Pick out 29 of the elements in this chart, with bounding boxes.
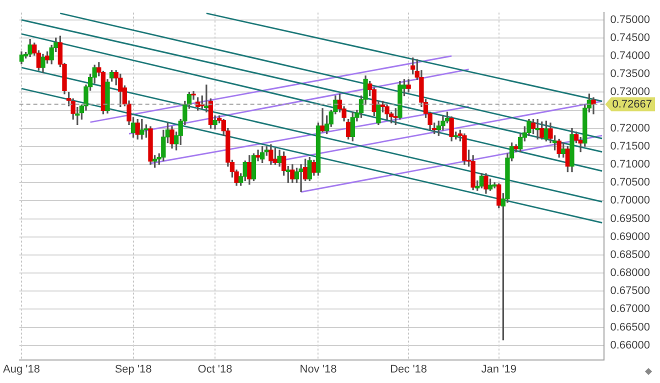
y-tick-label: 0.71000 xyxy=(610,158,650,171)
y-tick-label: 0.67500 xyxy=(610,285,650,298)
y-tick-label: 0.73000 xyxy=(610,86,650,98)
x-tick-label: Aug '18 xyxy=(3,363,40,376)
y-tick-label: 0.67000 xyxy=(610,303,650,316)
y-tick-label: 0.66000 xyxy=(610,339,650,352)
y-tick-label: 0.73500 xyxy=(610,68,650,80)
y-tick-label: 0.75000 xyxy=(610,14,650,26)
x-tick-label: Sep '18 xyxy=(114,363,152,376)
y-tick-label: 0.72000 xyxy=(610,122,650,134)
ref-line-label: 0.72667 xyxy=(612,98,652,111)
y-tick-label: 0.71500 xyxy=(610,140,650,152)
x-tick-label: Jan '19 xyxy=(481,363,516,376)
y-tick-label: 0.74000 xyxy=(610,50,650,62)
x-tick-label: Oct '18 xyxy=(198,363,232,376)
y-tick-label: 0.74500 xyxy=(610,32,650,44)
y-tick-label: 0.68500 xyxy=(610,248,650,261)
x-tick-label: Nov '18 xyxy=(300,363,337,376)
candlestick xyxy=(320,108,325,132)
y-tick-label: 0.70000 xyxy=(610,194,650,207)
candlestick xyxy=(298,164,304,192)
y-tick-label: 0.69500 xyxy=(610,212,650,225)
candlestick xyxy=(535,118,540,140)
y-tick-label: 0.68000 xyxy=(610,267,650,280)
y-tick-label: 0.69000 xyxy=(610,230,650,243)
x-tick-label: Dec '18 xyxy=(390,363,428,376)
y-tick-label: 0.66500 xyxy=(610,321,650,334)
y-tick-label: 0.70500 xyxy=(610,176,650,189)
candlestick xyxy=(256,150,260,162)
